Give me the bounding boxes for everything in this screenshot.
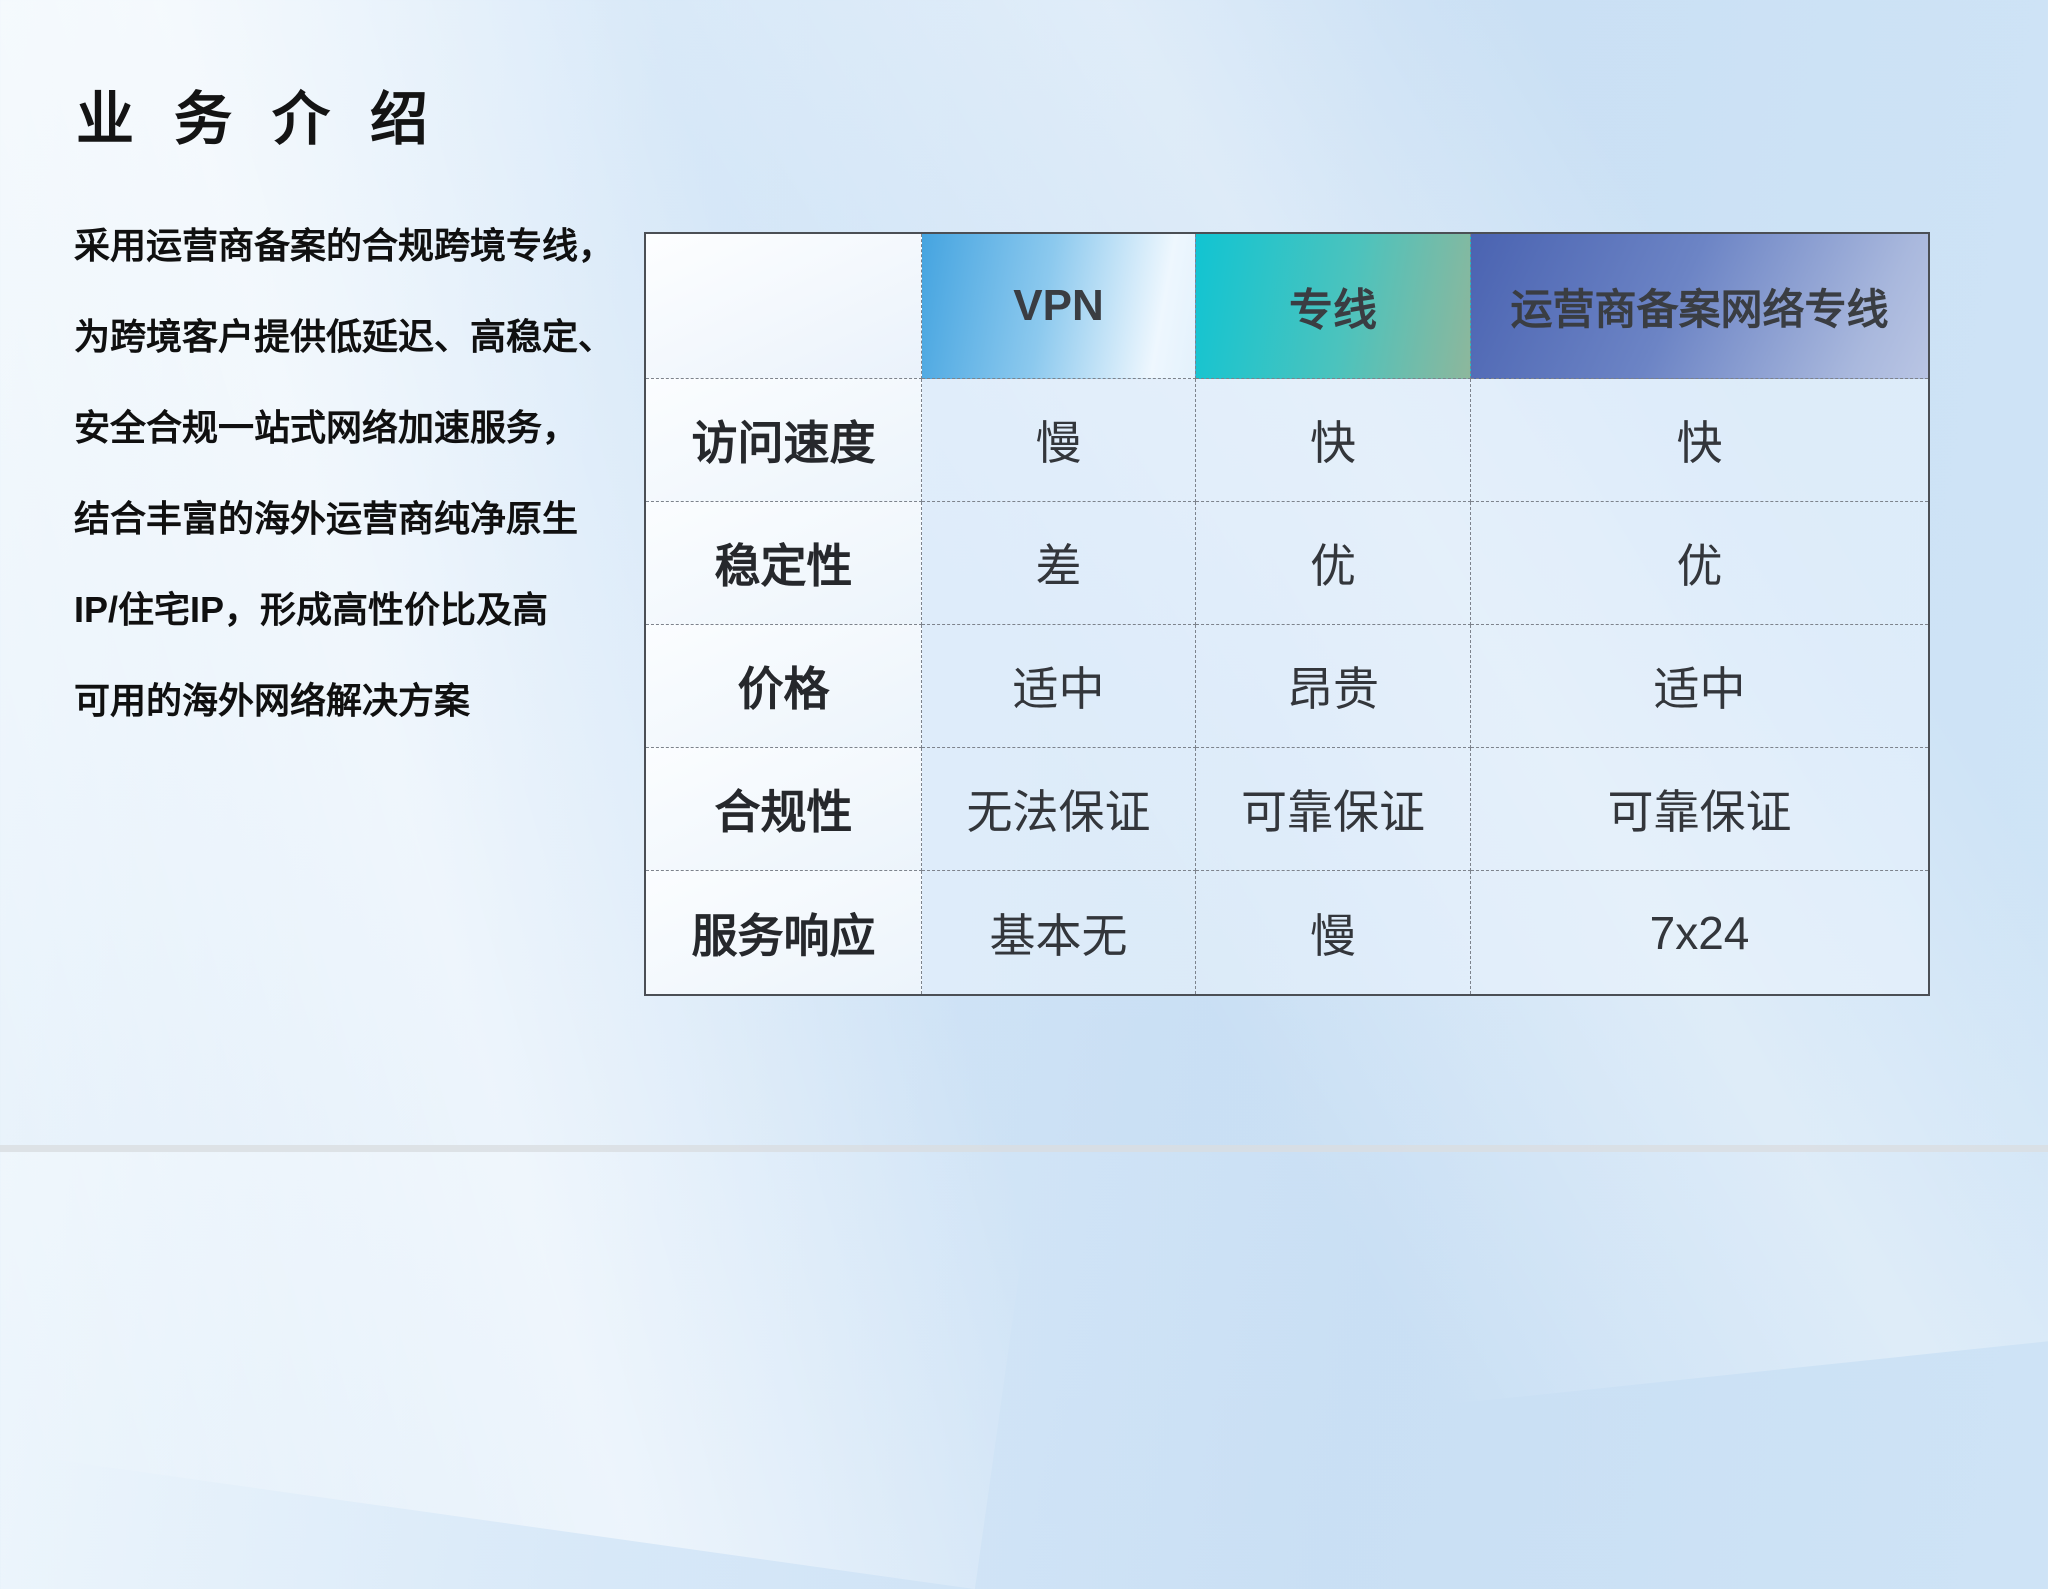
table-cell: 7x24 [1471,871,1928,994]
table-cell: 差 [922,502,1196,625]
table-header-vpn: VPN [922,234,1196,379]
table-cell: 昂贵 [1196,625,1471,748]
page-title: 业务介绍 [76,87,469,152]
table-cell: 快 [1196,379,1471,502]
table-cell: 慢 [922,379,1196,502]
bottom-edge-strip [0,1145,2048,1152]
row-label-service-response: 服务响应 [646,871,922,994]
intro-paragraph: 采用运营商备案的合规跨境专线， 为跨境客户提供低延迟、高稳定、 安全合规一站式网… [74,216,634,762]
table-cell: 慢 [1196,871,1471,994]
comparison-table: VPN 专线 运营商备案网络专线 访问速度 慢 快 快 稳定性 差 优 优 价格… [644,232,1930,996]
table-cell: 快 [1471,379,1928,502]
table-header-empty [646,234,922,379]
row-label-compliance: 合规性 [646,748,922,871]
table-cell: 可靠保证 [1471,748,1928,871]
table-cell: 优 [1196,502,1471,625]
row-label-access-speed: 访问速度 [646,379,922,502]
intro-line: 安全合规一站式网络加速服务， [74,407,579,448]
intro-line: 结合丰富的海外运营商纯净原生 [74,498,579,539]
table-cell: 可靠保证 [1196,748,1471,871]
table-header-dedicated-line: 专线 [1196,234,1471,379]
intro-line: 可用的海外网络解决方案 [74,680,471,721]
table-cell: 无法保证 [922,748,1196,871]
row-label-stability: 稳定性 [646,502,922,625]
table-cell: 优 [1471,502,1928,625]
table-cell: 适中 [1471,625,1928,748]
intro-line: 为跨境客户提供低延迟、高稳定、 [74,316,615,357]
intro-line: 采用运营商备案的合规跨境专线， [74,225,615,266]
intro-line: IP/住宅IP，形成高性价比及高 [74,589,549,630]
table-cell: 基本无 [922,871,1196,994]
table-header-carrier-line: 运营商备案网络专线 [1471,234,1928,379]
table-cell: 适中 [922,625,1196,748]
row-label-price: 价格 [646,625,922,748]
